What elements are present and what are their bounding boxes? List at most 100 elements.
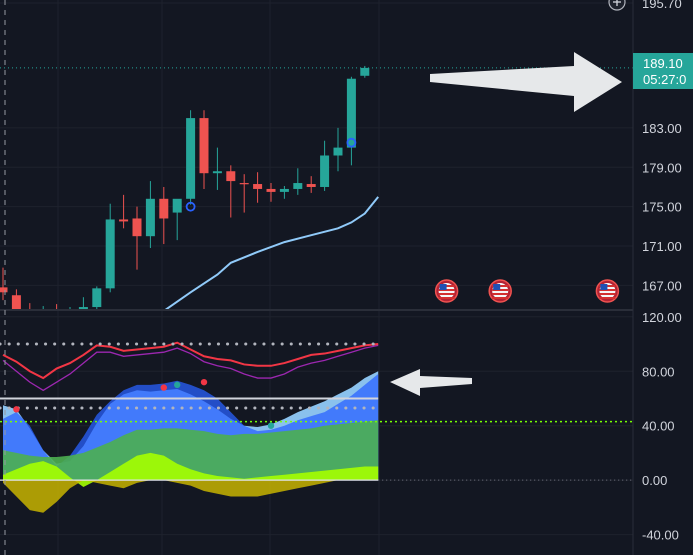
price-tick-label: 195.70: [642, 0, 682, 11]
plus-icon[interactable]: [608, 0, 626, 11]
red-line: [2, 341, 379, 380]
candle: [360, 65, 370, 78]
candle-body: [226, 171, 236, 182]
us-flag-stripe: [599, 293, 616, 295]
candle-body: [119, 219, 129, 222]
price-tick-label: 183.00: [642, 121, 682, 136]
candle-body: [0, 287, 8, 293]
us-flag-icon: [488, 279, 512, 303]
candle: [78, 297, 88, 310]
candle: [279, 186, 289, 199]
moving-average-line: [163, 196, 379, 310]
candle: [306, 176, 316, 193]
annotation-arrow-lower: [390, 369, 472, 396]
candle: [52, 304, 61, 315]
candle: [226, 165, 236, 218]
candle-body: [293, 183, 303, 189]
candle: [11, 289, 21, 310]
bar-countdown: 05:27:0: [643, 72, 686, 87]
candle-body: [132, 218, 142, 237]
us-flag-stripe: [492, 297, 509, 299]
candle-body: [78, 307, 88, 310]
us-flag-canton: [600, 284, 608, 290]
candle-body: [145, 198, 155, 237]
candle: [199, 110, 209, 189]
candle: [159, 186, 169, 245]
candle: [320, 140, 330, 191]
oscillator-dot: [267, 422, 275, 429]
oscillator-tick-label: 80.00: [642, 364, 675, 379]
candle-body: [186, 118, 196, 199]
oscillator-tick-label: -40.00: [642, 528, 679, 543]
candle-body: [333, 147, 343, 156]
candle: [25, 303, 34, 315]
osc-plot: [0, 341, 633, 513]
candle-body: [253, 184, 263, 189]
candle-body: [346, 78, 356, 148]
oscillator-tick-label: 40.00: [642, 419, 675, 434]
candle-body: [25, 311, 34, 315]
candle: [333, 127, 343, 172]
purple-line: [2, 344, 379, 392]
candle-body: [92, 288, 102, 308]
candle-body: [52, 312, 61, 315]
us-flag-stripe: [492, 293, 509, 295]
green-area: [3, 420, 379, 481]
candle: [92, 286, 102, 310]
candle: [172, 198, 182, 241]
us-flag-stripe: [438, 297, 455, 299]
candle-body: [11, 295, 21, 310]
candle: [0, 267, 8, 301]
oscillator-dot: [160, 384, 167, 391]
signal-marker: [346, 137, 357, 148]
candle-body: [239, 183, 249, 185]
candle-body: [279, 188, 289, 192]
us-flag-stripe: [599, 297, 616, 299]
candle-body: [172, 198, 182, 213]
price-axis-ticks: 195.70 183.00 179.00 175.00 171.00 167.00: [642, 0, 682, 293]
us-flag-canton: [493, 284, 501, 290]
candle: [145, 181, 155, 248]
candle: [212, 147, 222, 190]
lime-area: [3, 452, 379, 487]
price-tick-label: 167.00: [642, 278, 682, 293]
olive-area: [3, 480, 379, 513]
oscillator-pane[interactable]: [0, 341, 633, 513]
candle-body: [212, 171, 222, 174]
us-flag-canton: [439, 284, 447, 290]
candle: [186, 110, 196, 205]
candle-body: [306, 184, 316, 187]
oscillator-dot: [174, 381, 181, 389]
candle-body: [199, 118, 209, 174]
oscillator-dot: [200, 378, 208, 386]
candle: [239, 174, 249, 213]
candle-body: [105, 219, 115, 289]
signal-marker: [185, 201, 196, 212]
candle-body: [360, 67, 370, 76]
price-tick-label: 171.00: [642, 239, 682, 254]
price-pane[interactable]: [0, 65, 633, 323]
candle: [132, 206, 142, 270]
candle: [266, 183, 276, 202]
us-flag-icon: [595, 279, 620, 303]
oscillator-dot: [13, 406, 20, 413]
price-tick-label: 175.00: [642, 200, 682, 215]
candle: [39, 306, 48, 315]
us-flag-icon: [434, 279, 459, 303]
price-tick-label: 179.00: [642, 160, 682, 175]
candle: [105, 203, 115, 293]
oscillator-tick-label: 120.00: [642, 310, 682, 325]
candle-body: [39, 312, 48, 315]
price-axis[interactable]: [633, 0, 693, 555]
candle: [293, 168, 303, 195]
last-price-value: 189.10: [643, 56, 683, 71]
last-price-badge: 189.10 05:27:0: [633, 53, 693, 89]
candle-body: [320, 155, 330, 187]
candle: [253, 172, 263, 203]
candle: [119, 194, 129, 229]
oscillator-axis-ticks: 120.00 80.00 40.00 0.00 -40.00: [642, 310, 682, 543]
annotation-arrow-upper: [430, 52, 622, 112]
oscillator-tick-label: 0.00: [642, 473, 667, 488]
us-flag-stripe: [438, 293, 455, 295]
